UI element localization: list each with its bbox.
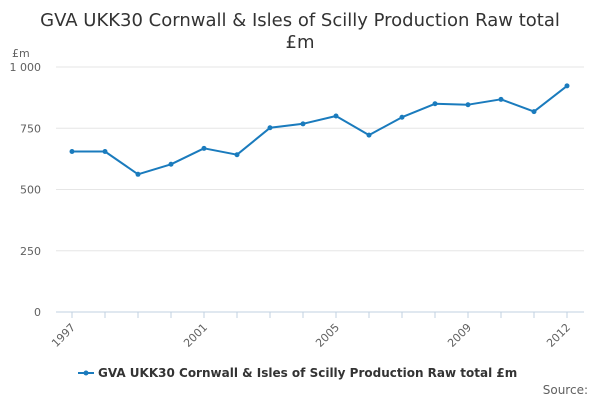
data-point[interactable] <box>564 83 570 89</box>
gridlines <box>56 66 584 252</box>
data-point[interactable] <box>69 149 75 155</box>
y-tick-label: 750 <box>20 122 41 135</box>
series-line-group <box>69 83 570 177</box>
y-axis-ticks: 0 250 500 750 1 000 <box>10 61 42 319</box>
data-point[interactable] <box>267 125 273 131</box>
chart-title-line-2: £m <box>286 32 315 53</box>
y-tick-label: 500 <box>20 184 41 197</box>
data-point[interactable] <box>366 132 372 138</box>
data-point[interactable] <box>399 114 405 120</box>
data-point[interactable] <box>498 96 504 102</box>
chart-title-line-1: GVA UKK30 Cornwall & Isles of Scilly Pro… <box>40 10 560 31</box>
data-point[interactable] <box>102 149 108 155</box>
data-point[interactable] <box>135 171 141 177</box>
y-tick-label: 250 <box>20 245 41 258</box>
data-point[interactable] <box>531 109 537 115</box>
y-tick-label: 1 000 <box>10 61 42 74</box>
data-point[interactable] <box>300 121 306 127</box>
x-tick-label: 2005 <box>313 321 342 350</box>
x-tick-label: 2001 <box>181 321 210 350</box>
x-tick-label: 2012 <box>544 321 573 350</box>
data-point[interactable] <box>201 145 207 151</box>
x-tick-label: 2009 <box>445 321 474 350</box>
x-tick-label: 1997 <box>49 321 78 350</box>
legend[interactable]: GVA UKK30 Cornwall & Isles of Scilly Pro… <box>78 366 517 380</box>
data-point[interactable] <box>333 113 339 119</box>
data-point[interactable] <box>234 152 240 158</box>
source-label: Source: <box>543 383 588 397</box>
legend-marker-swatch <box>83 370 89 376</box>
data-point[interactable] <box>168 161 174 167</box>
legend-label: GVA UKK30 Cornwall & Isles of Scilly Pro… <box>98 366 517 380</box>
data-point[interactable] <box>432 101 438 107</box>
x-axis: 1997 2001 2005 2009 2012 <box>49 311 584 350</box>
y-tick-label: 0 <box>34 306 41 319</box>
data-point[interactable] <box>465 102 471 108</box>
y-axis-unit: £m <box>12 47 30 60</box>
series-line <box>72 85 568 176</box>
